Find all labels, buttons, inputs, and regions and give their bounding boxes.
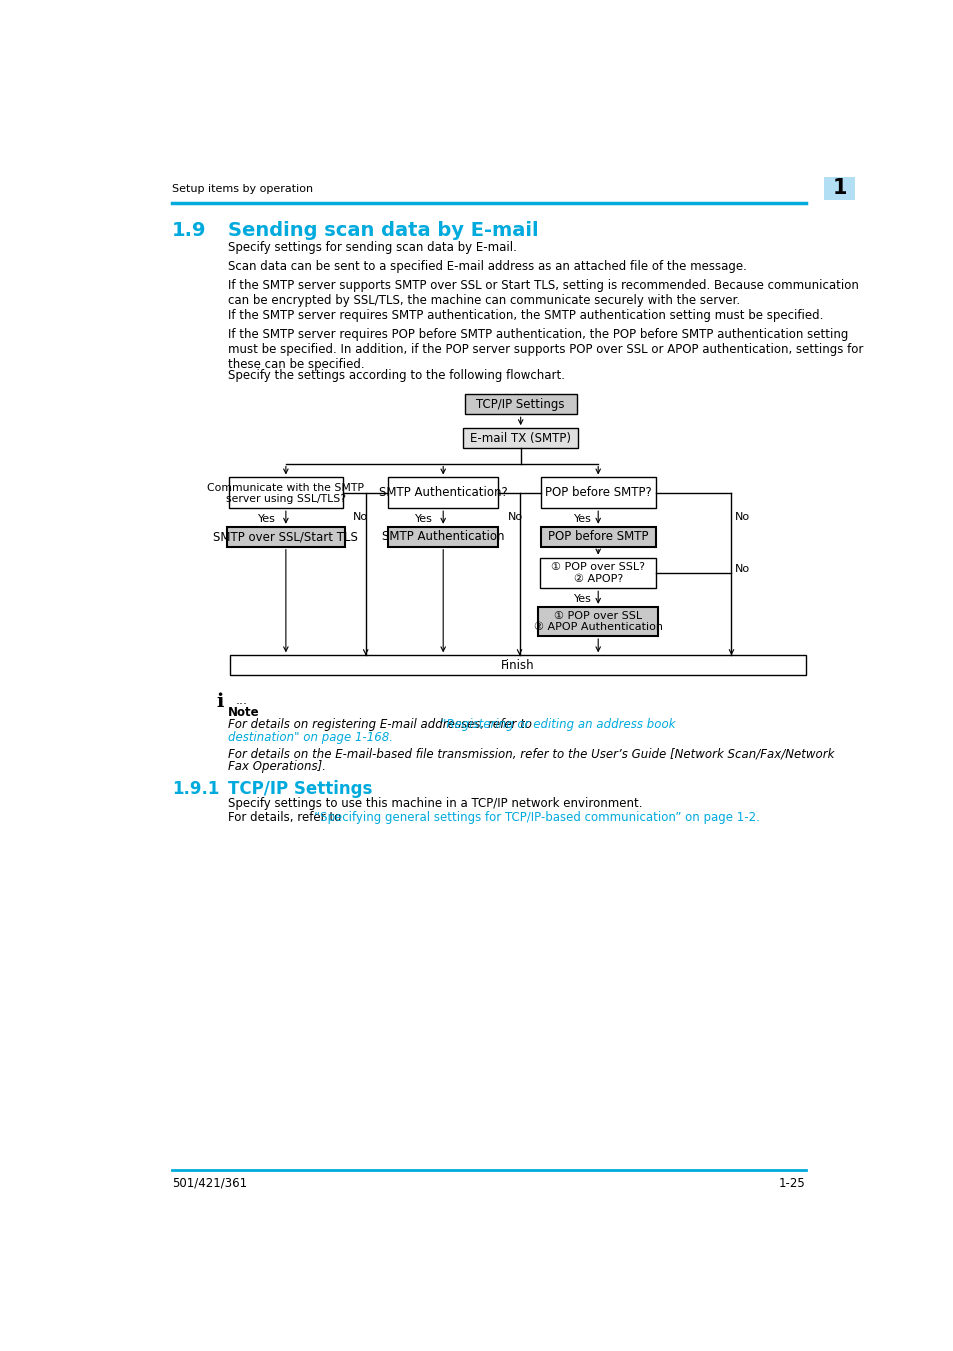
Text: No: No xyxy=(507,512,522,521)
Text: Finish: Finish xyxy=(500,659,535,671)
Text: E-mail TX (SMTP): E-mail TX (SMTP) xyxy=(470,432,571,444)
Text: “Specifying general settings for TCP/IP-based communication” on page 1-2.: “Specifying general settings for TCP/IP-… xyxy=(314,811,760,824)
Bar xyxy=(463,428,578,449)
Text: 501/421/361: 501/421/361 xyxy=(172,1177,247,1190)
Text: POP before SMTP: POP before SMTP xyxy=(547,530,648,543)
Text: TCP/IP Settings: TCP/IP Settings xyxy=(228,780,372,798)
Bar xyxy=(540,477,655,508)
Text: 1: 1 xyxy=(832,178,846,199)
Text: Yes: Yes xyxy=(573,594,591,604)
Text: destination" on page 1-168.: destination" on page 1-168. xyxy=(228,731,393,744)
Text: 1.9: 1.9 xyxy=(172,220,206,239)
Bar xyxy=(823,177,855,200)
Text: For details on registering E-mail addresses, refer to: For details on registering E-mail addres… xyxy=(228,719,535,731)
Text: ...: ... xyxy=(235,694,247,707)
Text: Yes: Yes xyxy=(573,513,591,524)
Text: SMTP Authentication: SMTP Authentication xyxy=(381,530,504,543)
Text: If the SMTP server requires SMTP authentication, the SMTP authentication setting: If the SMTP server requires SMTP authent… xyxy=(228,309,822,322)
Bar xyxy=(537,607,658,636)
Text: No: No xyxy=(353,512,367,521)
Bar xyxy=(230,655,805,676)
Bar xyxy=(227,527,344,547)
Text: ② APOP?: ② APOP? xyxy=(573,574,622,584)
Text: Fax Operations].: Fax Operations]. xyxy=(228,761,325,773)
Text: If the SMTP server supports SMTP over SSL or Start TLS, setting is recommended. : If the SMTP server supports SMTP over SS… xyxy=(228,280,858,307)
Text: Specify settings to use this machine in a TCP/IP network environment.: Specify settings to use this machine in … xyxy=(228,797,641,811)
Text: Note: Note xyxy=(228,707,259,719)
Bar xyxy=(464,394,577,415)
Text: No: No xyxy=(734,565,749,574)
Text: server using SSL/TLS?: server using SSL/TLS? xyxy=(226,494,346,504)
Text: Communicate with the SMTP: Communicate with the SMTP xyxy=(207,484,364,493)
Text: ① POP over SSL?: ① POP over SSL? xyxy=(551,562,644,573)
Text: 1.9.1: 1.9.1 xyxy=(172,780,219,798)
Text: Setup items by operation: Setup items by operation xyxy=(172,185,313,195)
Text: Specify settings for sending scan data by E-mail.: Specify settings for sending scan data b… xyxy=(228,242,517,254)
Text: ℹ: ℹ xyxy=(216,692,223,711)
Text: For details, refer to: For details, refer to xyxy=(228,811,344,824)
Text: Specify the settings according to the following flowchart.: Specify the settings according to the fo… xyxy=(228,369,564,382)
Text: ① POP over SSL: ① POP over SSL xyxy=(554,611,641,621)
Bar xyxy=(540,527,655,547)
Text: For details on the E-mail-based file transmission, refer to the User’s Guide [Ne: For details on the E-mail-based file tra… xyxy=(228,747,833,761)
Text: Sending scan data by E-mail: Sending scan data by E-mail xyxy=(228,220,537,239)
Text: Yes: Yes xyxy=(257,513,275,524)
Text: "Registering or editing an address book: "Registering or editing an address book xyxy=(440,719,675,731)
Text: 1-25: 1-25 xyxy=(779,1177,805,1190)
Bar xyxy=(388,477,497,508)
Text: Scan data can be sent to a specified E-mail address as an attached file of the m: Scan data can be sent to a specified E-m… xyxy=(228,261,746,273)
Bar xyxy=(388,527,497,547)
Bar xyxy=(539,558,656,588)
Text: If the SMTP server requires POP before SMTP authentication, the POP before SMTP : If the SMTP server requires POP before S… xyxy=(228,328,862,372)
Bar xyxy=(229,477,343,508)
Text: TCP/IP Settings: TCP/IP Settings xyxy=(476,397,564,411)
Text: POP before SMTP?: POP before SMTP? xyxy=(544,486,651,500)
Text: Yes: Yes xyxy=(415,513,433,524)
Text: SMTP over SSL/Start TLS: SMTP over SSL/Start TLS xyxy=(213,530,358,543)
Text: SMTP Authentication?: SMTP Authentication? xyxy=(378,486,507,500)
Text: No: No xyxy=(734,512,749,521)
Text: ② APOP Authentication: ② APOP Authentication xyxy=(533,623,662,632)
